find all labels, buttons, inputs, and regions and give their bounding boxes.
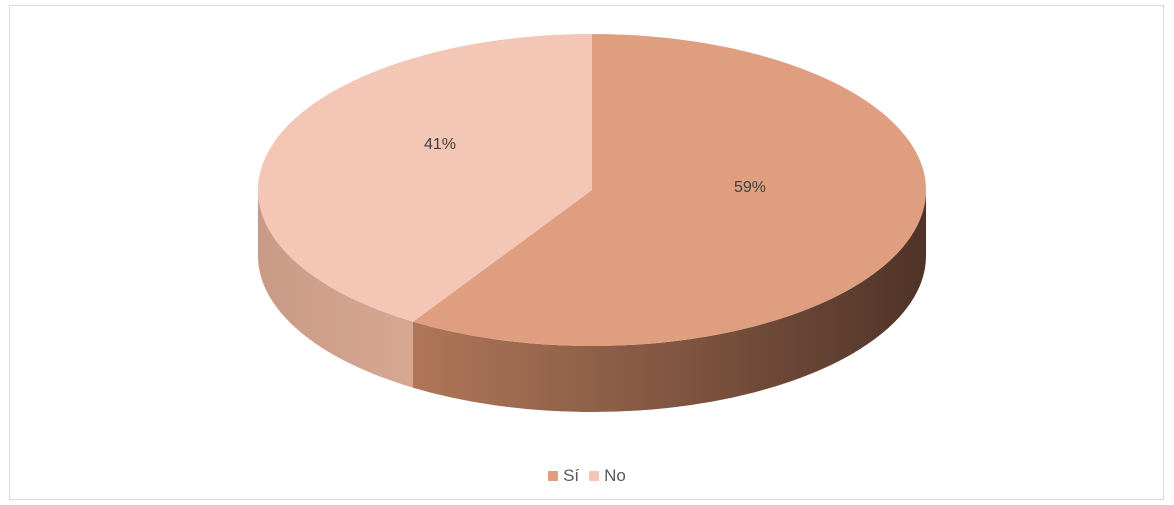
slice-no — [257, 34, 592, 322]
legend-label-no: No — [604, 466, 626, 485]
legend: Sí No — [0, 466, 1174, 486]
slice-no-side — [258, 190, 414, 388]
slice-si — [413, 34, 927, 346]
data-label-no: 41% — [424, 136, 456, 153]
legend-item-si: Sí — [548, 466, 579, 486]
data-label-si: 59% — [734, 179, 766, 196]
legend-swatch-si — [548, 471, 559, 481]
legend-item-no: No — [589, 466, 626, 486]
legend-swatch-no — [589, 471, 600, 481]
slice-si-side — [413, 190, 927, 412]
legend-label-si: Sí — [563, 466, 580, 485]
